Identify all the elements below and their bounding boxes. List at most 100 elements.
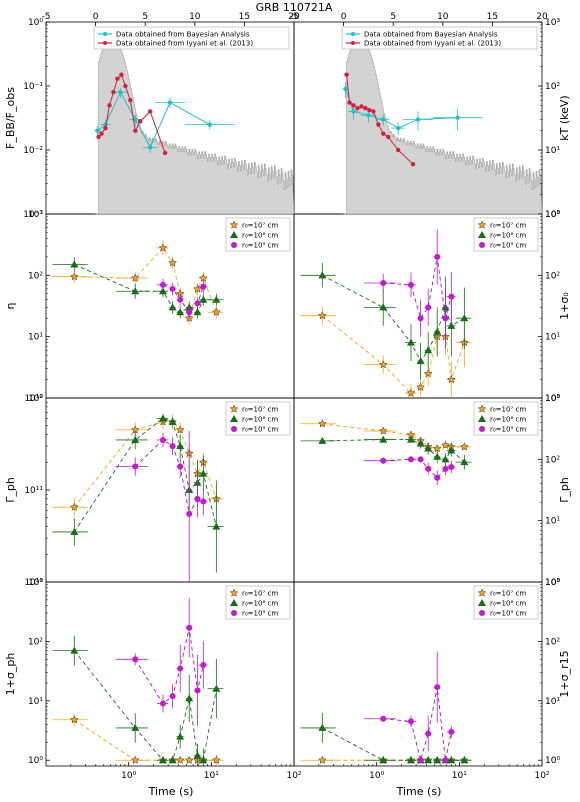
data-point [446, 374, 456, 384]
series-line [134, 439, 204, 516]
bottom-tick-label: 10² [534, 771, 549, 781]
data-point [176, 732, 185, 740]
legend-marker [479, 242, 485, 248]
legend-label: r₀=10⁷ cm [490, 406, 526, 414]
top-tick-label: 5 [142, 12, 148, 22]
legend-label: r₀=10⁸ cm [490, 600, 526, 608]
series-line [322, 423, 465, 449]
data-point [386, 134, 391, 140]
data-point [425, 304, 432, 311]
y-tick-label: 10³ [545, 578, 560, 588]
data-point [447, 321, 456, 329]
series-line [74, 247, 217, 320]
data-point [318, 271, 327, 279]
data-point [70, 260, 79, 268]
series-line [73, 417, 217, 533]
data-point [415, 117, 421, 122]
legend-marker [230, 415, 238, 422]
legend-label: r₀=10⁷ cm [490, 222, 526, 230]
top-tick-label: 20 [536, 12, 548, 22]
legend-marker [103, 41, 107, 45]
data-point [118, 90, 123, 95]
data-point [406, 435, 415, 443]
data-point [175, 425, 185, 434]
data-point [159, 700, 166, 707]
data-point [407, 718, 414, 725]
top-tick-label: -5 [290, 12, 299, 22]
data-point [376, 122, 381, 127]
bottom-tick-label: 10⁰ [121, 771, 136, 781]
data-point [317, 311, 327, 320]
top-tick-label: 15 [487, 12, 498, 22]
data-point [447, 756, 456, 764]
y-axis-label: η [4, 302, 17, 309]
data-point [200, 283, 207, 290]
y-tick-label: 10⁻¹ [23, 82, 43, 92]
legend-marker [351, 41, 355, 45]
data-point [169, 693, 176, 700]
y-tick-label: 10³ [545, 394, 560, 404]
legend-label: r₀=10⁸ cm [242, 416, 278, 424]
y-tick-label: 10³ [28, 578, 43, 588]
data-point [99, 131, 104, 136]
data-point [317, 755, 327, 765]
figure-title: GRB 110721A [256, 1, 333, 14]
data-point [455, 115, 460, 120]
legend-label: r₀=10⁷ cm [242, 590, 278, 598]
series-line [383, 458, 452, 479]
bottom-tick-label: 10¹ [452, 771, 467, 781]
legend-label: Data obtained from Bayesian Analysis [364, 31, 498, 39]
bottom-tick-label: 10¹ [204, 771, 219, 781]
data-point [70, 527, 79, 535]
legend-label: r₀=10⁹ cm [490, 610, 526, 618]
y-tick-label: 10² [545, 82, 560, 92]
data-point [448, 463, 455, 470]
data-point [407, 281, 414, 288]
data-point [159, 281, 166, 288]
data-point [131, 435, 140, 443]
series-line [383, 687, 452, 762]
data-point [199, 469, 208, 477]
data-point [212, 522, 221, 530]
legend-marker [230, 231, 238, 238]
y-axis-label: Γ_ph [4, 477, 17, 503]
y-tick-label: 10⁰ [545, 578, 560, 588]
y-tick-label: 10² [545, 455, 560, 465]
data-point [425, 465, 432, 472]
data-point [70, 646, 79, 654]
data-point [133, 128, 138, 133]
data-point [199, 295, 208, 303]
data-point [162, 150, 168, 156]
data-point [423, 368, 433, 378]
data-point [169, 443, 176, 450]
data-point [115, 76, 120, 81]
data-point [460, 314, 469, 322]
legend-marker [229, 588, 239, 597]
legend-marker [477, 588, 487, 597]
data-point [119, 72, 124, 77]
y-tick-label: 10⁰ [28, 18, 43, 28]
data-point [211, 755, 221, 765]
legend-marker [229, 404, 239, 413]
data-point [433, 452, 442, 460]
data-point [158, 243, 168, 252]
data-point [417, 315, 424, 322]
y-axis-label: 1+σ_r15 [558, 650, 571, 697]
y-tick-label: 10² [545, 271, 560, 281]
data-point [167, 100, 173, 105]
legend-label: r₀=10⁹ cm [490, 242, 526, 250]
y-axis-label: 1+σ₀ [558, 292, 571, 320]
data-point [347, 100, 352, 105]
light-curve-histogram [343, 37, 543, 215]
data-point [448, 728, 455, 735]
data-point [359, 104, 364, 109]
data-point [424, 444, 433, 452]
data-point [417, 456, 424, 463]
data-point [147, 109, 153, 114]
data-point [441, 455, 450, 463]
data-point [131, 723, 140, 731]
legend-label: r₀=10⁸ cm [242, 600, 278, 608]
data-point [424, 756, 433, 764]
data-point [130, 273, 140, 282]
data-point [378, 426, 388, 435]
